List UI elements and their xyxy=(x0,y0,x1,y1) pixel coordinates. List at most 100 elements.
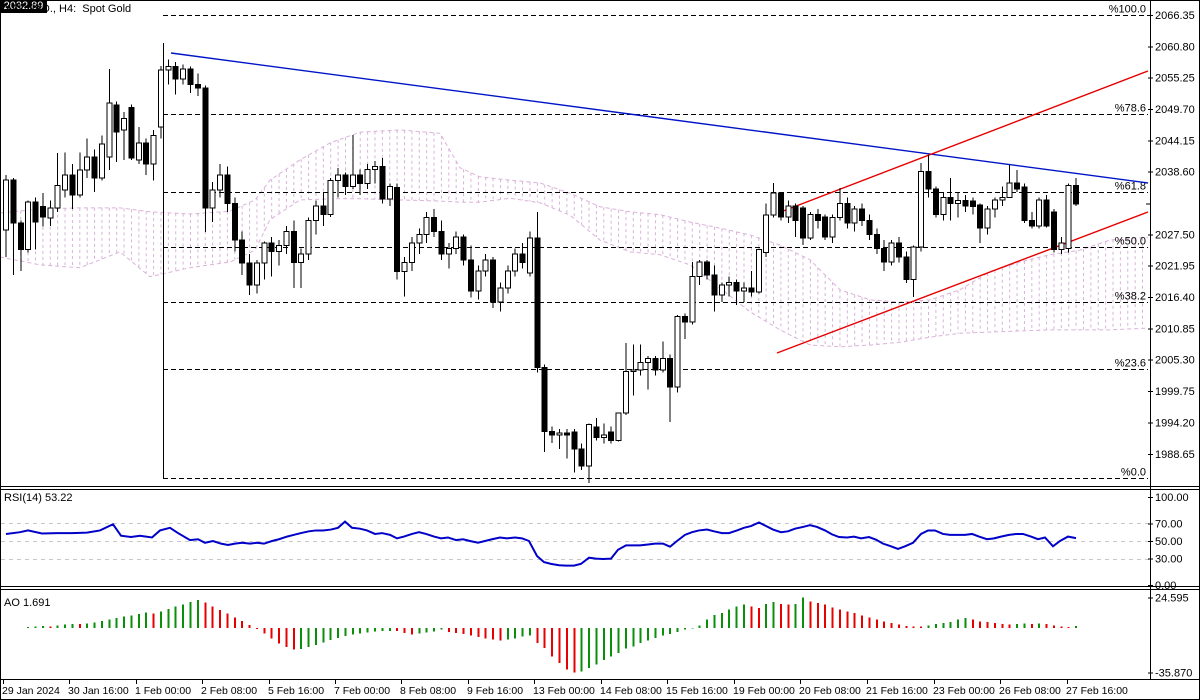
bull-candle xyxy=(253,262,260,286)
price-axis-label: 2027.50 xyxy=(1155,229,1195,241)
bear-candle xyxy=(977,204,984,229)
time-axis-label: 29 Jan 2024 xyxy=(2,685,60,697)
bear-candle xyxy=(194,84,201,89)
price-axis-label: 2010.85 xyxy=(1155,323,1195,335)
bull-candle xyxy=(54,184,61,209)
price-axis[interactable]: 2066.35 2060.80 2055.25 2049.70 2044.15 2038.… xyxy=(1146,10,1195,461)
time-axis-label: 13 Feb 00:00 xyxy=(533,685,595,697)
fibonacci-levels[interactable]: %100.0 %78.6 %61.8 %50.0 %38.2 %23.6 %0.0 xyxy=(163,4,1148,479)
bear-candle xyxy=(881,248,888,263)
bear-candle xyxy=(460,236,467,261)
bull-candle xyxy=(25,201,32,251)
ichimoku-cloud xyxy=(0,129,1149,348)
time-axis-label: 2 Feb 08:00 xyxy=(201,685,257,697)
bear-candle xyxy=(704,261,711,276)
bull-candle xyxy=(335,174,342,182)
time-axis[interactable]: 29 Jan 2024 30 Jan 16:00 1 Feb 00:00 2 Feb … xyxy=(2,680,1128,697)
bear-candle xyxy=(1050,211,1057,251)
bear-candle xyxy=(39,206,46,218)
rsi-panel[interactable]: 100.00 70.00 50.00 30.00 0.00 xyxy=(1,492,1189,592)
bull-candle xyxy=(408,242,415,264)
rsi-axis-label: 70.00 xyxy=(1155,518,1183,530)
bear-candle xyxy=(320,205,327,216)
bull-candle xyxy=(372,166,378,170)
time-axis-label: 14 Feb 08:00 xyxy=(600,685,662,697)
bear-candle xyxy=(541,367,548,432)
bear-candle xyxy=(844,202,851,224)
bull-candle xyxy=(98,143,105,179)
bull-candle xyxy=(445,248,452,255)
bull-candle xyxy=(526,237,533,274)
bear-candle xyxy=(814,214,821,221)
bull-candle xyxy=(940,197,947,216)
bull-candle xyxy=(999,197,1006,201)
bear-candle xyxy=(172,66,179,80)
bear-candle xyxy=(748,287,755,293)
bear-candle xyxy=(822,216,829,238)
bear-candle xyxy=(711,274,718,296)
price-axis-label: 2049.70 xyxy=(1155,104,1195,116)
price-axis-label: 2060.80 xyxy=(1155,41,1195,53)
bull-candle xyxy=(836,202,843,218)
trendlines[interactable] xyxy=(170,52,1149,354)
bear-candle xyxy=(733,281,740,292)
bear-candle xyxy=(652,358,659,371)
bear-candle xyxy=(947,197,954,204)
bear-candle xyxy=(91,156,98,179)
price-axis-label: 2021.95 xyxy=(1155,261,1195,273)
candles[interactable] xyxy=(3,59,1080,483)
bull-candle xyxy=(157,69,164,128)
bear-candle xyxy=(438,231,445,255)
bear-candle xyxy=(231,202,238,241)
bull-candle xyxy=(416,233,423,244)
bear-candle xyxy=(10,179,17,224)
price-axis-label: 2016.40 xyxy=(1155,292,1195,304)
bear-candle xyxy=(800,207,807,239)
bull-candle xyxy=(1065,184,1072,250)
ao-axis-label: 24.595 xyxy=(1155,592,1189,604)
price-axis-label: 2055.25 xyxy=(1155,73,1195,85)
bull-candle xyxy=(630,369,637,373)
ao-indicator-label: AO 1.691 xyxy=(4,597,51,609)
bear-candle xyxy=(431,216,438,233)
bear-candle xyxy=(290,231,297,264)
time-axis-label: 9 Feb 16:00 xyxy=(467,685,523,697)
bull-candle xyxy=(401,262,408,273)
rsi-axis-label: 50.00 xyxy=(1155,536,1183,548)
bear-candle xyxy=(113,104,120,133)
bear-candle xyxy=(1021,186,1028,221)
bull-candle xyxy=(726,281,733,286)
time-axis-label: 20 Feb 08:00 xyxy=(799,685,861,697)
bear-candle xyxy=(792,205,799,221)
bear-candle xyxy=(32,201,39,223)
time-axis-label: 26 Feb 08:00 xyxy=(999,685,1061,697)
bull-candle xyxy=(84,156,91,171)
bull-candle xyxy=(600,434,607,439)
bear-candle xyxy=(490,259,497,303)
time-axis-label: 15 Feb 16:00 xyxy=(666,685,728,697)
bull-candle xyxy=(637,362,644,371)
time-axis-label: 8 Feb 08:00 xyxy=(400,685,456,697)
time-axis-label: 7 Feb 00:00 xyxy=(334,685,390,697)
bull-candle xyxy=(497,287,504,303)
bull-candle xyxy=(364,168,371,185)
bear-candle xyxy=(563,432,570,436)
bear-candle xyxy=(379,166,386,200)
bull-candle xyxy=(121,118,128,131)
bear-candle xyxy=(859,208,866,221)
time-axis-label: 30 Jan 16:00 xyxy=(68,685,129,697)
fib-level-label: %78.6 xyxy=(1115,103,1146,115)
bear-candle xyxy=(895,242,902,258)
ao-panel[interactable]: 24.595 -35.870 xyxy=(27,592,1192,680)
fib-level-label: %38.2 xyxy=(1115,291,1146,303)
rsi-axis-label: 0.00 xyxy=(1155,580,1176,592)
rsi-axis-label: 30.00 xyxy=(1155,554,1183,566)
bull-candle xyxy=(785,205,792,218)
bull-candle xyxy=(755,249,762,293)
price-axis-label: 2005.30 xyxy=(1155,355,1195,367)
bear-candle xyxy=(571,431,578,450)
bull-candle xyxy=(298,253,305,264)
bull-candle xyxy=(276,245,283,252)
